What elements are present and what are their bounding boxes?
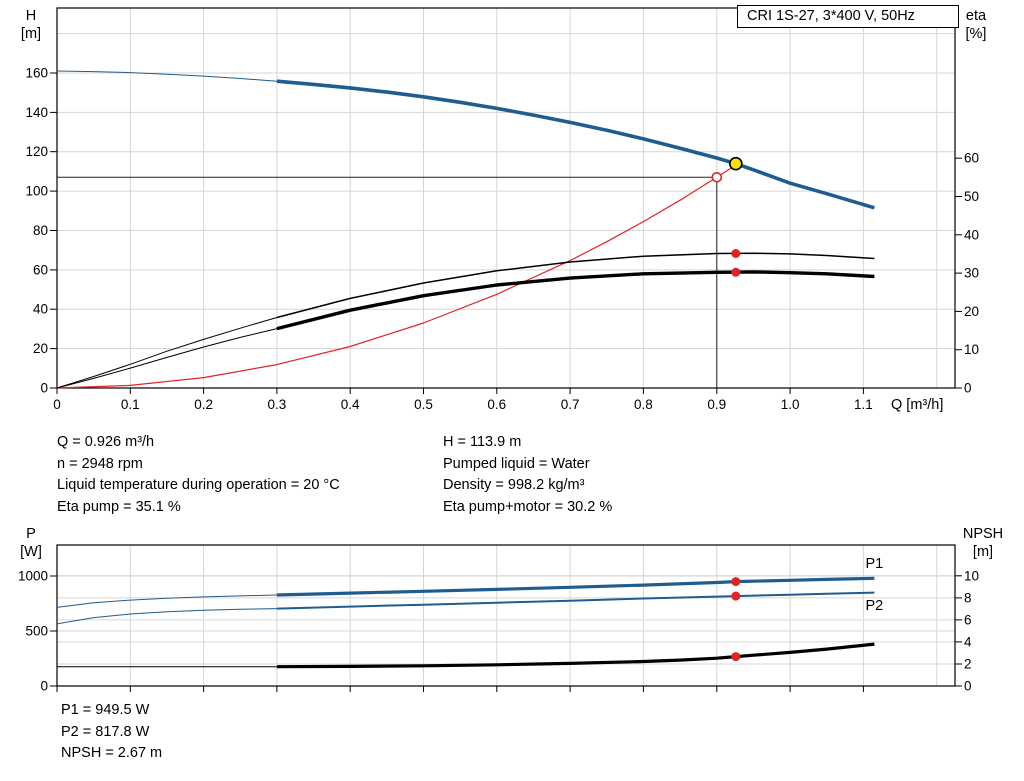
y-left-tick-label: 120 bbox=[25, 144, 48, 159]
y-left-axis-unit: [W] bbox=[20, 544, 42, 560]
eta-pump-duty-marker bbox=[731, 249, 741, 258]
y-left-axis-name: P bbox=[26, 526, 36, 542]
x-tick-label: 1.0 bbox=[781, 397, 800, 412]
info-line-p2: P2 = 817.8 W bbox=[61, 723, 150, 740]
info-line-npsh: NPSH = 2.67 m bbox=[61, 745, 163, 761]
x-tick-label: 0.1 bbox=[121, 397, 140, 412]
y-right-tick-label: 6 bbox=[964, 612, 972, 627]
operating-data-left-column: Q = 0.926 m³/h n = 2948 rpm Liquid tempe… bbox=[57, 432, 340, 518]
y-left-tick-label: 100 bbox=[25, 184, 48, 199]
y-right-tick-label: 20 bbox=[964, 304, 979, 319]
y-left-tick-label: 60 bbox=[33, 262, 48, 277]
y-right-axis-unit: [m] bbox=[973, 544, 993, 560]
info-line-flow: Q = 0.926 m³/h bbox=[57, 434, 155, 450]
y-left-tick-label: 1000 bbox=[18, 569, 48, 584]
y-left-tick-label: 0 bbox=[40, 381, 48, 396]
plot-frame bbox=[56, 7, 956, 389]
y-right-tick-label: 0 bbox=[964, 679, 972, 694]
y-right-tick-label: 50 bbox=[964, 189, 979, 204]
y-left-axis-unit: [m] bbox=[21, 26, 41, 42]
operating-data-right-column: H = 113.9 m Pumped liquid = Water Densit… bbox=[443, 432, 612, 518]
p1-curve bbox=[276, 576, 875, 597]
info-line-eta-pump: Eta pump = 35.1 % bbox=[57, 498, 181, 515]
info-line-liquid: Pumped liquid = Water bbox=[443, 455, 590, 472]
x-tick-label: 0.4 bbox=[341, 397, 360, 412]
curve-label-p1: P1 bbox=[866, 556, 884, 572]
x-tick-label: 0.2 bbox=[194, 397, 213, 412]
info-line-temperature: Liquid temperature during operation = 20… bbox=[57, 477, 340, 493]
y-left-tick-label: 140 bbox=[25, 105, 48, 120]
plot-frame bbox=[56, 544, 956, 687]
y-right-tick-label: 0 bbox=[964, 381, 972, 396]
x-tick-label: 0.5 bbox=[414, 397, 433, 412]
duty-point-marker bbox=[728, 156, 743, 171]
pump-model-badge: CRI 1S-27, 3*400 V, 50Hz bbox=[737, 5, 959, 28]
y-right-tick-label: 60 bbox=[964, 151, 979, 166]
y-left-tick-label: 160 bbox=[25, 66, 48, 81]
info-line-speed: n = 2948 rpm bbox=[57, 455, 143, 472]
y-right-axis-name: NPSH bbox=[963, 526, 1003, 542]
eta-pump-motor-curve bbox=[276, 270, 875, 331]
y-left-tick-label: 500 bbox=[25, 624, 48, 639]
h-q-curve bbox=[276, 79, 875, 210]
p2-duty-marker bbox=[731, 591, 741, 601]
y-left-tick-label: 20 bbox=[33, 341, 48, 356]
npsh-duty-marker bbox=[731, 652, 741, 662]
eta-pump-motor-curve-thin bbox=[56, 328, 278, 389]
x-tick-label: 0.8 bbox=[634, 397, 653, 412]
p2-curve bbox=[276, 591, 875, 610]
y-right-tick-label: 30 bbox=[964, 266, 979, 281]
power-data-column: P1 = 949.5 W P2 = 817.8 W NPSH = 2.67 m bbox=[61, 700, 162, 765]
info-line-head: H = 113.9 m bbox=[443, 434, 522, 450]
requested-duty-point-marker bbox=[711, 172, 723, 183]
y-right-axis-unit: [%] bbox=[966, 26, 987, 42]
y-right-tick-label: 8 bbox=[964, 590, 972, 605]
x-tick-label: 0 bbox=[53, 397, 61, 412]
info-line-density: Density = 998.2 kg/m³ bbox=[443, 477, 585, 493]
x-tick-label: 0.6 bbox=[487, 397, 506, 412]
y-right-axis-name: eta bbox=[966, 8, 987, 24]
y-left-tick-label: 40 bbox=[33, 302, 48, 317]
y-right-tick-label: 2 bbox=[964, 657, 972, 672]
y-left-axis-name: H bbox=[26, 8, 36, 24]
qh-eta-chart: 0 0.1 0.2 0.3 0.4 0.5 0.6 0.7 0.8 0.9 1.0 1.1 Q [m³/… bbox=[21, 7, 987, 413]
curve-label-p2: P2 bbox=[866, 598, 884, 614]
y-right-tick-label: 10 bbox=[964, 568, 979, 583]
y-right-tick-label: 4 bbox=[964, 634, 972, 649]
eta-pump-curve bbox=[276, 252, 875, 319]
info-line-eta-pumpmotor: Eta pump+motor = 30.2 % bbox=[443, 498, 613, 515]
x-tick-label: 0.7 bbox=[561, 397, 580, 412]
y-left-tick-label: 80 bbox=[33, 223, 48, 238]
y-left-tick-label: 0 bbox=[40, 679, 48, 694]
info-line-p1: P1 = 949.5 W bbox=[61, 702, 150, 718]
system-curve bbox=[56, 163, 738, 389]
y-right-tick-label: 10 bbox=[964, 342, 979, 357]
h-q-curve-thin bbox=[56, 70, 277, 82]
npsh-curve bbox=[276, 642, 875, 669]
x-tick-label: 1.1 bbox=[854, 397, 873, 412]
x-tick-label: 0.9 bbox=[707, 397, 726, 412]
p2-curve-thin bbox=[56, 608, 277, 625]
x-axis-label: Q [m³/h] bbox=[891, 397, 943, 413]
eta-pump-curve-thin bbox=[56, 317, 278, 389]
p1-curve-thin bbox=[56, 594, 277, 608]
y-right-tick-label: 40 bbox=[964, 227, 979, 242]
power-npsh-chart: 0 500 1000 0 2 4 6 8 10 P [W] NPSH [m] P1 P2 bbox=[18, 526, 1003, 694]
x-tick-label: 0.3 bbox=[268, 397, 287, 412]
eta-pump-motor-duty-marker bbox=[731, 267, 741, 277]
p1-duty-marker bbox=[731, 577, 741, 587]
